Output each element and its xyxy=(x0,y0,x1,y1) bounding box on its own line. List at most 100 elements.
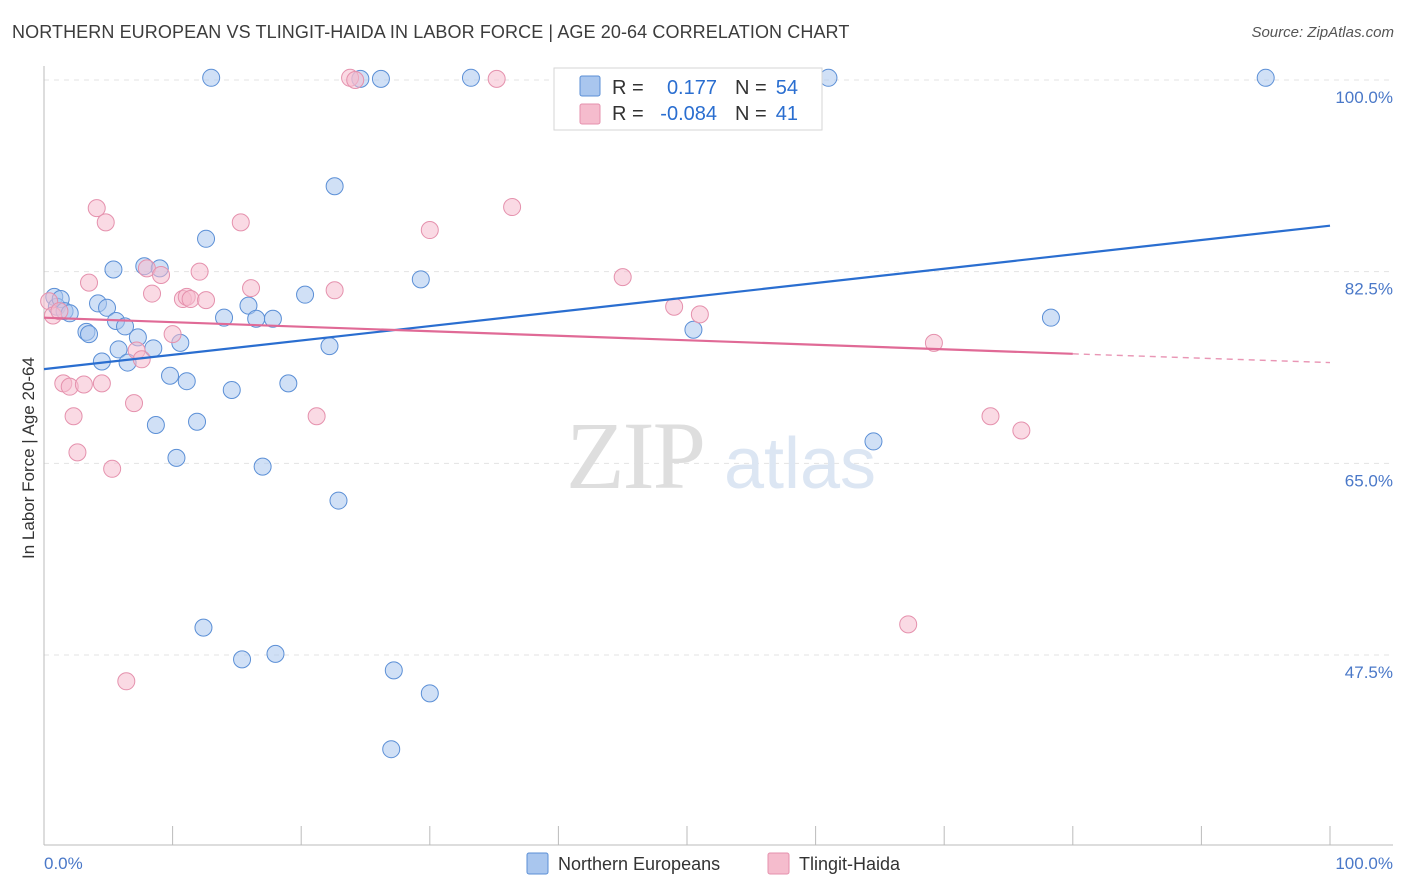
tlingit-haida-point xyxy=(665,297,684,316)
tlingit-haida-point xyxy=(346,71,365,89)
tlingit-haida-trend-line-dashed xyxy=(1072,353,1331,364)
northern-europeans-point xyxy=(253,457,272,476)
watermark: ZIP atlas xyxy=(566,402,876,509)
northern-europeans-point xyxy=(80,325,99,344)
stats-n-value-pink: 41 xyxy=(776,103,798,125)
y-tick-labels: 47.5% 65.0% 82.5% 100.0% xyxy=(1335,88,1393,682)
northern-europeans-point xyxy=(188,412,207,431)
northern-europeans-point xyxy=(420,684,439,703)
northern-europeans-point xyxy=(296,285,315,304)
tlingit-haida-point xyxy=(190,262,209,281)
x-tick-label-max: 100.0% xyxy=(1335,854,1393,873)
northern-europeans-point xyxy=(384,661,403,680)
y-axis-label: In Labor Force | Age 20-64 xyxy=(19,357,38,559)
northern-europeans-point xyxy=(266,644,285,663)
northern-europeans-point xyxy=(233,650,252,669)
tlingit-haida-point xyxy=(924,333,943,352)
tlingit-haida-point xyxy=(103,459,122,478)
northern-europeans-point xyxy=(197,229,216,248)
tlingit-haida-point xyxy=(87,199,106,218)
stats-r-value-pink: -0.084 xyxy=(660,103,717,125)
tlingit-haida-point xyxy=(197,291,216,310)
northern-europeans-point xyxy=(819,68,838,87)
tlingit-haida-point xyxy=(325,281,344,300)
source-credit: Source: ZipAtlas.com xyxy=(1251,24,1394,41)
axes xyxy=(43,66,1393,846)
tlingit-haida-point xyxy=(487,69,506,88)
tlingit-haida-point xyxy=(92,374,111,393)
northern-europeans-point xyxy=(263,309,282,328)
northern-europeans-point xyxy=(167,448,186,467)
legend-label-tlingit-haida: Tlingit-Haida xyxy=(799,854,901,874)
northern-europeans-point xyxy=(371,69,390,88)
stats-n-label-pink: N = xyxy=(735,103,767,125)
trend-lines xyxy=(43,224,1331,371)
northern-europeans-point xyxy=(329,491,348,510)
watermark-atlas: atlas xyxy=(724,424,876,504)
legend-label-northern-europeans: Northern Europeans xyxy=(558,854,720,874)
legend-swatch-tlingit-haida xyxy=(767,852,790,875)
northern-europeans-point xyxy=(104,260,123,279)
northern-europeans-point xyxy=(864,432,883,451)
y-tick-label: 82.5% xyxy=(1345,280,1393,299)
northern-europeans-point xyxy=(684,320,703,339)
northern-europeans-point xyxy=(461,68,480,87)
northern-europeans-point xyxy=(177,372,196,391)
tlingit-haida-point xyxy=(117,672,136,691)
northern-europeans-point xyxy=(146,416,165,434)
legend: Northern Europeans Tlingit-Haida xyxy=(526,852,901,875)
northern-europeans-point xyxy=(222,380,241,399)
tlingit-haida-point xyxy=(181,290,200,309)
northern-europeans-point xyxy=(202,68,221,87)
stats-swatch-pink xyxy=(579,103,601,125)
y-tick-label: 65.0% xyxy=(1345,471,1393,490)
grid-lines xyxy=(44,79,1393,656)
northern-europeans-point xyxy=(1041,308,1060,327)
northern-europeans-trend-line xyxy=(43,224,1331,371)
stats-r-value-blue: 0.177 xyxy=(667,77,717,99)
tlingit-haida-point xyxy=(50,302,69,321)
stats-box: R = 0.177 N = 54 R = -0.084 N = 41 xyxy=(553,67,823,131)
northern-europeans-point xyxy=(411,270,430,289)
tlingit-haida-point xyxy=(613,268,632,287)
northern-europeans-point xyxy=(382,740,401,759)
northern-europeans-point xyxy=(161,366,180,385)
tlingit-haida-trend-line xyxy=(43,316,1073,355)
chart-title: NORTHERN EUROPEAN VS TLINGIT-HAIDA IN LA… xyxy=(12,22,850,42)
tlingit-haida-point xyxy=(96,213,115,232)
northern-europeans-point xyxy=(215,308,234,327)
tlingit-haida-point xyxy=(1012,421,1031,440)
tlingit-haida-point xyxy=(143,284,162,303)
northern-europeans-point xyxy=(325,177,344,196)
tlingit-haida-point xyxy=(64,407,83,426)
tlingit-haida-point xyxy=(163,325,182,344)
tlingit-haida-point xyxy=(68,443,87,462)
tlingit-haida-point xyxy=(74,375,93,394)
watermark-zip: ZIP xyxy=(566,402,704,509)
tlingit-haida-point xyxy=(80,273,99,292)
tlingit-haida-point xyxy=(690,305,709,324)
x-tick-label-min: 0.0% xyxy=(44,854,83,873)
northern-europeans-point xyxy=(1256,68,1275,87)
tlingit-haida-point xyxy=(981,407,1000,426)
tlingit-haida-point xyxy=(420,221,439,240)
northern-europeans-point xyxy=(194,618,213,637)
tlingit-haida-point xyxy=(125,394,144,413)
northern-europeans-point xyxy=(279,374,298,393)
y-tick-label: 100.0% xyxy=(1335,88,1393,107)
legend-swatch-northern-europeans xyxy=(526,852,549,875)
tlingit-haida-point xyxy=(242,279,261,298)
stats-r-label-blue: R = xyxy=(612,77,644,99)
y-tick-label: 47.5% xyxy=(1345,663,1393,682)
stats-n-value-blue: 54 xyxy=(776,77,798,99)
tlingit-haida-point xyxy=(899,615,918,634)
northern-europeans-point xyxy=(109,340,128,359)
tlingit-haida-point xyxy=(307,407,326,426)
tlingit-haida-point xyxy=(231,213,250,232)
stats-r-label-pink: R = xyxy=(612,103,644,125)
stats-swatch-blue xyxy=(579,75,601,97)
northern-europeans-point xyxy=(320,337,339,356)
tlingit-haida-point xyxy=(152,265,171,284)
northern-europeans-point xyxy=(239,296,258,315)
